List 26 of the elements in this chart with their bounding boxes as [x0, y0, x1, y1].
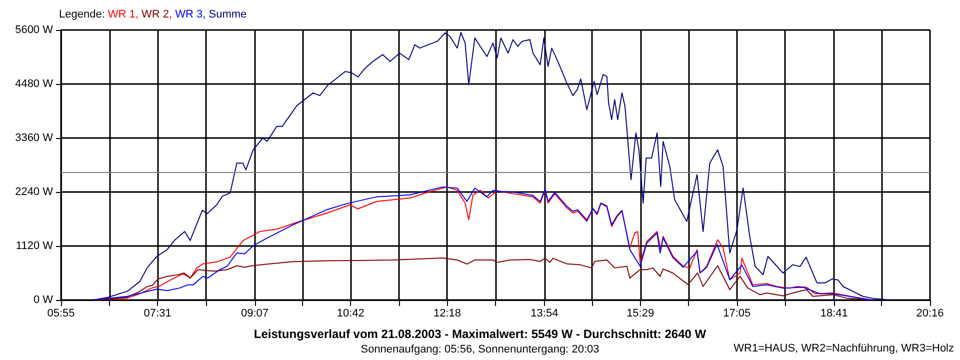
x-tick-label: 12:18	[433, 308, 461, 320]
x-tick-label: 18:41	[820, 308, 848, 320]
y-tick-label: 4480 W	[15, 78, 54, 90]
legend-title: Legende:	[59, 8, 108, 20]
line-series	[92, 258, 868, 300]
text: Sonnenaufgang: 05:56, Sonnenuntergang: 20:03	[360, 344, 600, 356]
text: WR 3,	[175, 8, 209, 20]
text: Summe	[208, 8, 247, 20]
text: WR1=HAUS, WR2=Nachführung, WR3=Holz	[734, 342, 954, 354]
x-tick-label: 09:07	[241, 308, 269, 320]
text: WR 1,	[108, 8, 142, 20]
x-tick-label: 20:16	[916, 308, 944, 320]
y-tick-label: 0 W	[33, 294, 54, 306]
x-tick-label: 07:31	[144, 308, 172, 320]
y-tick-label: 5600 W	[15, 24, 54, 36]
x-tick-label: 17:05	[723, 308, 751, 320]
x-tick-label: 05:55	[47, 308, 75, 320]
x-tick-label: 13:54	[530, 308, 558, 320]
x-tick-label: 10:42	[336, 308, 364, 320]
text: WR 2,	[142, 8, 176, 20]
y-tick-label: 1120 W	[16, 240, 54, 252]
y-tick-label: 3360 W	[15, 132, 54, 144]
x-tick-label: 15:29	[626, 308, 654, 320]
line-series	[92, 32, 890, 300]
y-tick-label: 2240 W	[15, 186, 54, 198]
text: Leistungsverlauf vom 21.08.2003 - Maximalwert: 5549 W - Durchschnitt: 2640 W	[254, 327, 707, 341]
